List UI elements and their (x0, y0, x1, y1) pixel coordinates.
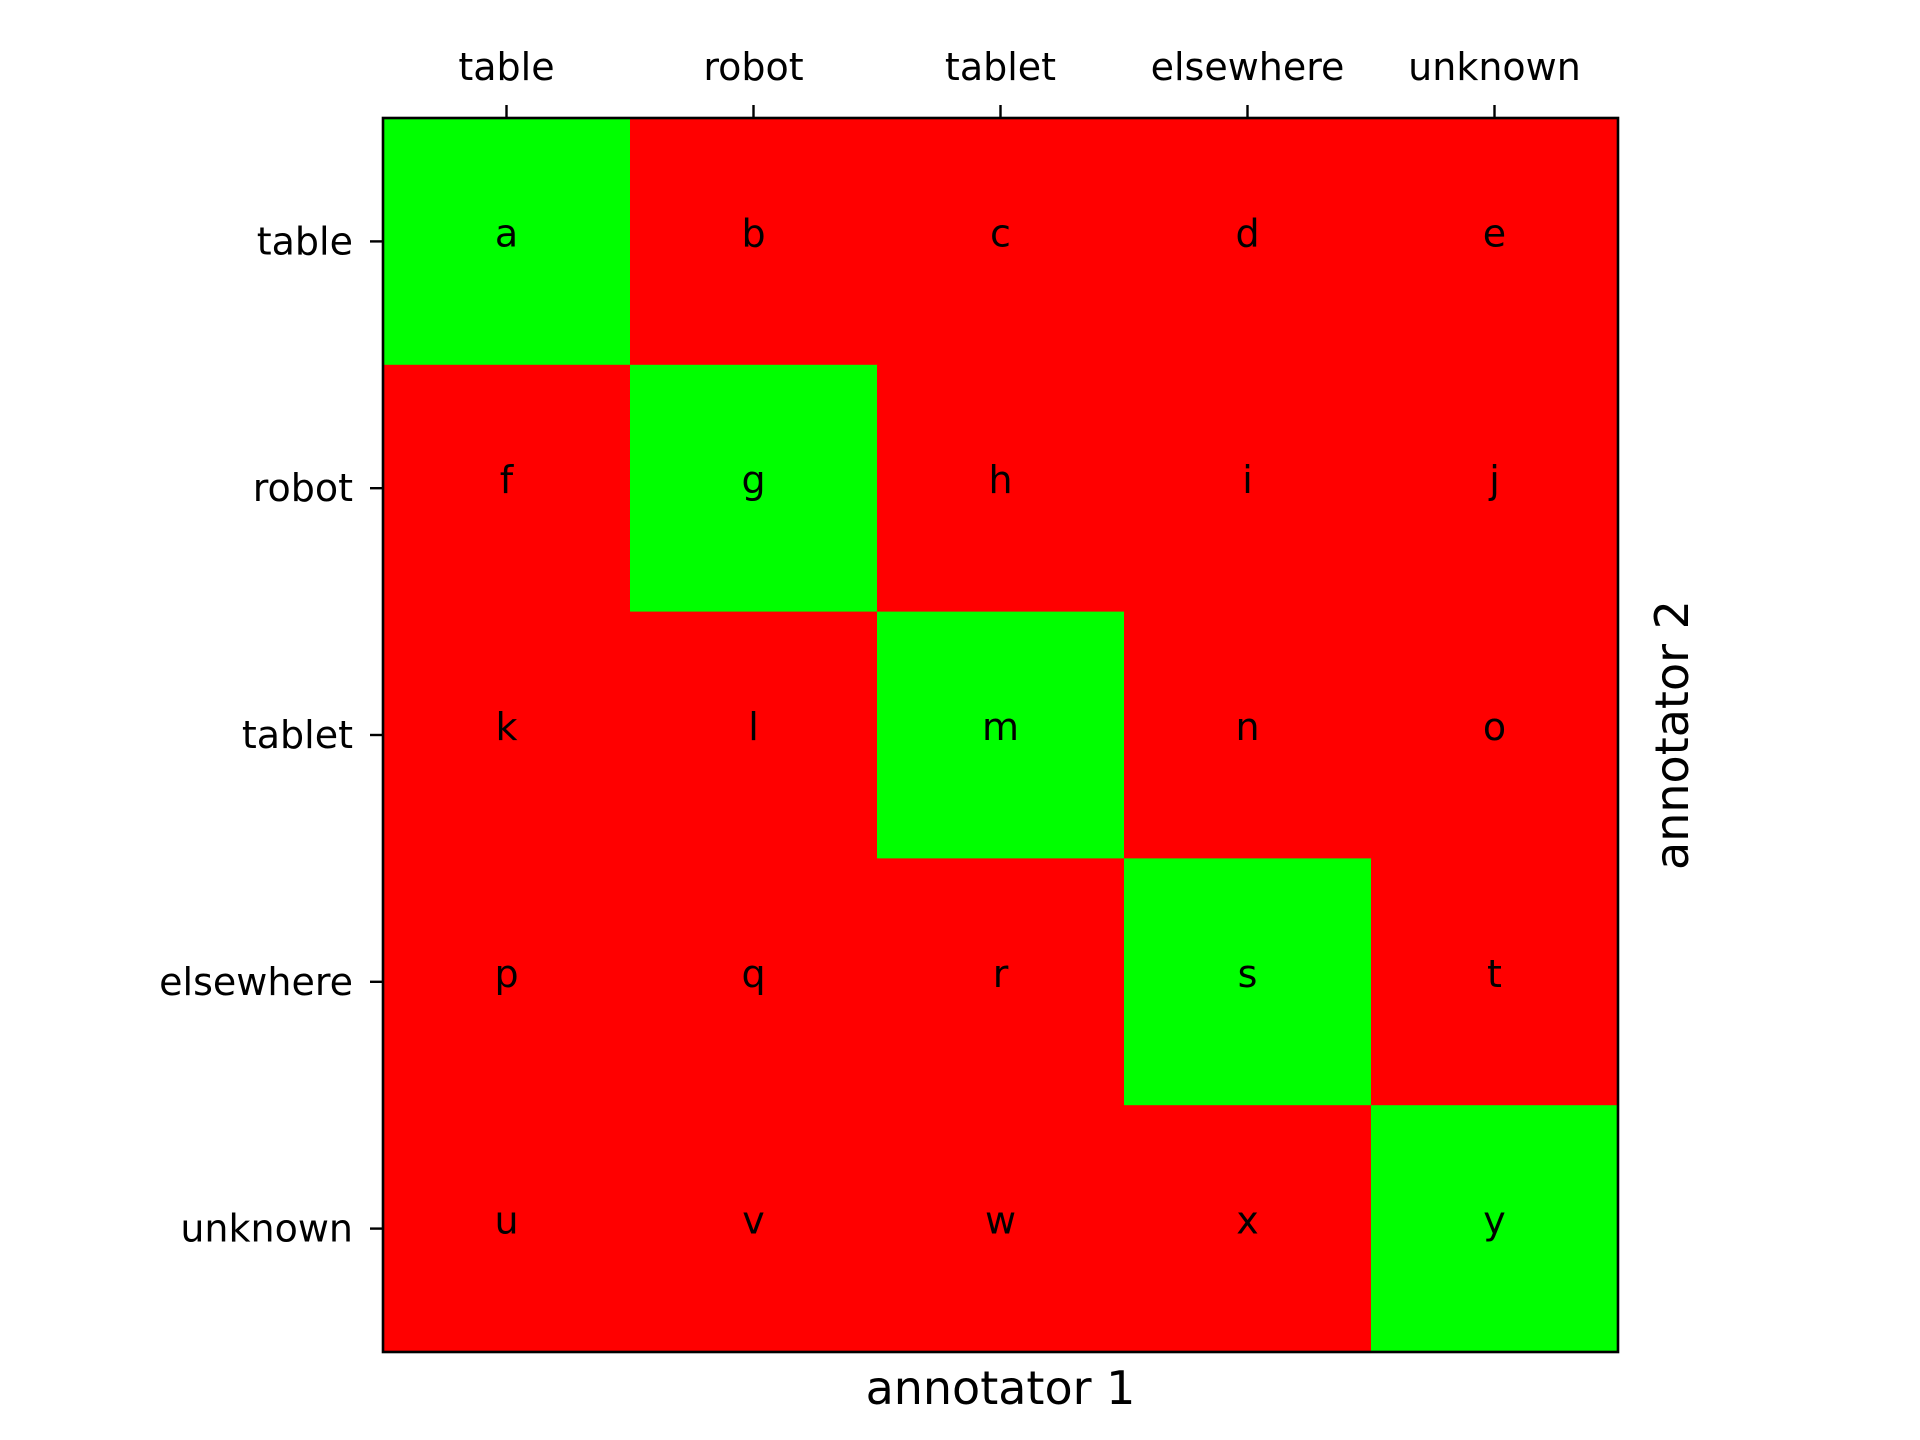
y-tick-label-3: elsewhere (159, 960, 353, 1004)
cell-label-r3-c4: t (1487, 952, 1502, 996)
heatmap-cell-r0-c0 (383, 118, 631, 366)
heatmap-cell-r4-c3 (1124, 1105, 1372, 1353)
heatmap-cell-r4-c4 (1371, 1105, 1619, 1353)
cell-label-r2-c0: k (495, 705, 517, 749)
heatmap-cell-r1-c1 (630, 364, 878, 613)
y-axis-left: table robot tablet elsewhere unknown (159, 219, 383, 1251)
x-axis-top: table robot tablet elsewhere unknown (458, 45, 1581, 118)
cell-label-r2-c1: l (748, 705, 759, 749)
cell-label-r0-c2: c (990, 211, 1011, 255)
heatmap-cell-r0-c1 (630, 118, 878, 366)
heatmap-cell-r4-c2 (877, 1105, 1125, 1353)
cell-label-r3-c3: s (1238, 952, 1258, 996)
cell-label-r4-c0: u (494, 1199, 518, 1243)
cell-label-r3-c1: q (741, 952, 765, 996)
cell-labels: a b c d e f g h i j k l m n o p q r s t u v w x y (494, 211, 1506, 1242)
heatmap-cell-r2-c4 (1371, 611, 1619, 859)
heatmap-cell-r3-c3 (1124, 858, 1372, 1106)
heatmap-cell-r1-c4 (1371, 364, 1619, 613)
heatmap-cells (383, 118, 1619, 1353)
x-tick-label-2: tablet (945, 45, 1056, 89)
cell-label-r1-c3: i (1242, 458, 1253, 502)
y-tick-label-1: robot (253, 466, 353, 510)
heatmap-cell-r3-c0 (383, 858, 631, 1106)
cell-label-r2-c4: o (1483, 705, 1506, 749)
cell-label-r0-c1: b (741, 211, 765, 255)
heatmap-cell-r2-c2 (877, 611, 1125, 859)
cell-label-r4-c1: v (742, 1199, 765, 1243)
cell-label-r1-c2: h (988, 458, 1012, 502)
heatmap-cell-r3-c2 (877, 858, 1125, 1106)
x-tick-label-0: table (458, 45, 554, 89)
cell-label-r0-c4: e (1483, 211, 1506, 255)
heatmap-cell-r0-c3 (1124, 118, 1372, 366)
cell-label-r3-c2: r (993, 952, 1009, 996)
x-tick-label-3: elsewhere (1151, 45, 1345, 89)
heatmap-cell-r2-c0 (383, 611, 631, 859)
cell-label-r4-c4: y (1483, 1199, 1506, 1243)
heatmap-cell-r1-c2 (877, 364, 1125, 613)
cell-label-r4-c2: w (985, 1199, 1016, 1243)
heatmap-cell-r1-c0 (383, 364, 631, 613)
y-tick-label-4: unknown (180, 1207, 353, 1251)
y-tick-label-0: table (257, 219, 353, 263)
heatmap-cell-r3-c4 (1371, 858, 1619, 1106)
y-axis-title: annotator 2 (1645, 600, 1699, 870)
heatmap-cell-r0-c2 (877, 118, 1125, 366)
cell-label-r4-c3: x (1236, 1199, 1259, 1243)
heatmap-cell-r2-c1 (630, 611, 878, 859)
heatmap-cell-r0-c4 (1371, 118, 1619, 366)
heatmap-cell-r3-c1 (630, 858, 878, 1106)
y-tick-label-2: tablet (242, 713, 353, 757)
x-tick-label-1: robot (703, 45, 803, 89)
x-axis-title: annotator 1 (866, 1361, 1136, 1415)
cell-label-r3-c0: p (494, 952, 518, 996)
x-tick-label-4: unknown (1408, 45, 1581, 89)
cell-label-r0-c0: a (495, 211, 518, 255)
heatmap-cell-r4-c1 (630, 1105, 878, 1353)
cell-label-r2-c2: m (982, 705, 1019, 749)
cell-label-r0-c3: d (1235, 211, 1259, 255)
heatmap-cell-r4-c0 (383, 1105, 631, 1353)
cell-label-r1-c0: f (500, 458, 515, 502)
heatmap-cell-r1-c3 (1124, 364, 1372, 613)
heatmap-cell-r2-c3 (1124, 611, 1372, 859)
cell-label-r1-c4: j (1488, 458, 1500, 502)
cell-label-r1-c1: g (741, 458, 765, 502)
cell-label-r2-c3: n (1235, 705, 1259, 749)
